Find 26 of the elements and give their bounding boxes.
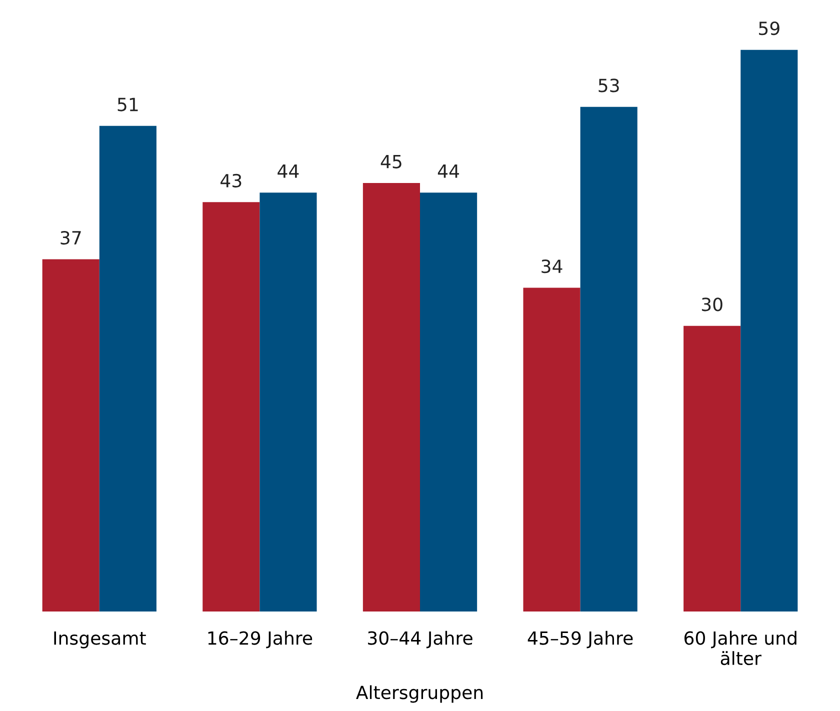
- x-axis-title: Altersgruppen: [356, 685, 483, 703]
- x-tick-label: Insgesamt: [54, 631, 146, 648]
- bar: [740, 50, 798, 612]
- bar: [42, 259, 100, 612]
- data-label: 53: [598, 78, 619, 92]
- bar: [260, 192, 317, 612]
- x-tick-label: 60 Jahre und älter: [684, 630, 796, 666]
- x-tick-label: 45–59 Jahre: [528, 630, 633, 648]
- bar: [99, 126, 156, 612]
- bar: [684, 326, 741, 612]
- x-tick-label: 16–29 Jahre: [208, 630, 312, 648]
- data-label: 37: [60, 230, 81, 245]
- data-label: 30: [702, 298, 722, 312]
- data-label: 51: [118, 98, 138, 112]
- bar: [362, 183, 420, 612]
- data-label: 45: [380, 155, 402, 168]
- data-label: 34: [542, 260, 562, 274]
- bar: [420, 192, 478, 612]
- x-tick-label: 30–44 Jahre: [368, 630, 472, 648]
- bar: [580, 106, 638, 612]
- bar: [523, 288, 580, 612]
- data-label: 44: [438, 164, 460, 178]
- bar: [202, 202, 260, 612]
- data-label: 59: [759, 22, 780, 36]
- data-label: 43: [220, 174, 242, 188]
- data-label: 44: [278, 164, 299, 178]
